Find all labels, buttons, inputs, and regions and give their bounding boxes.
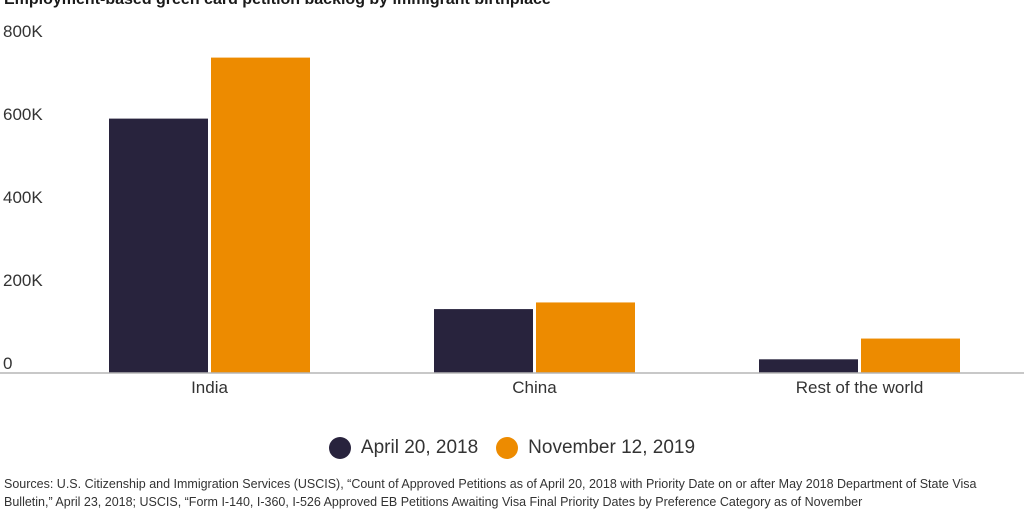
legend-label-2019: November 12, 2019 [528, 437, 696, 458]
x-axis-labels: India China Rest of the world [191, 378, 923, 397]
x-tick-label: Rest of the world [796, 378, 924, 397]
legend-item-2018: April 20, 2018 [328, 437, 479, 459]
legend-swatch-2018 [328, 437, 351, 459]
chart-title: Employment-based green card petition bac… [4, 0, 551, 9]
sources-note: Sources: U.S. Citizenship and Immigratio… [4, 477, 977, 509]
y-tick-label: 200K [3, 271, 43, 290]
bar-rest-of-the-world-series-2 [861, 338, 960, 373]
bar-rest-of-the-world-series-1 [759, 359, 858, 373]
bar-china-series-2 [536, 302, 635, 373]
y-axis-ticks: 0 200K 400K 600K 800K [3, 22, 43, 373]
legend-item-2019: November 12, 2019 [496, 437, 695, 459]
legend-label-2018: April 20, 2018 [360, 437, 479, 458]
y-tick-label: 0 [3, 354, 12, 373]
x-tick-label: China [512, 378, 557, 397]
bar-india-series-1 [109, 118, 208, 373]
y-tick-label: 400K [3, 188, 43, 207]
bar-china-series-1 [434, 309, 533, 373]
x-tick-label: India [191, 378, 228, 397]
bars [109, 57, 960, 373]
bar-chart: 0 200K 400K 600K 800K India China Rest of the … [0, 22, 1024, 397]
legend: April 20, 2018 November 12, 2019 [0, 437, 1024, 459]
y-tick-label: 600K [3, 105, 43, 124]
legend-swatch-2019 [496, 437, 519, 459]
bar-india-series-2 [211, 57, 310, 373]
y-tick-label: 800K [3, 22, 43, 41]
